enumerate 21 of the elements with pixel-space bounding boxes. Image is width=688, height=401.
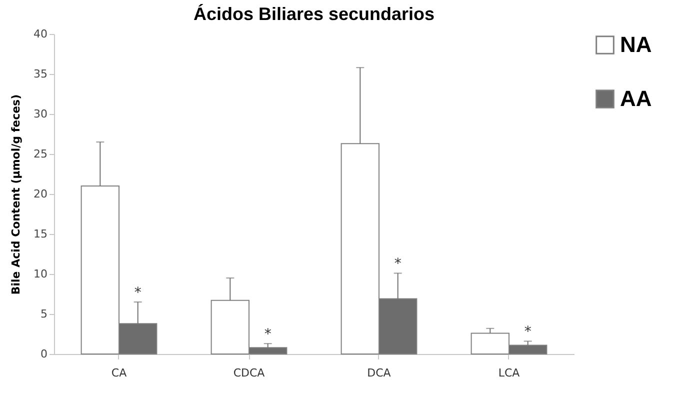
annotation: * xyxy=(264,326,272,343)
y-tick-label: 35 xyxy=(34,68,48,80)
x-tick-label: CA xyxy=(111,366,128,380)
y-tick-label: 30 xyxy=(34,108,48,120)
annotation: * xyxy=(394,256,402,272)
y-tick-label: 20 xyxy=(34,188,48,200)
chart-title: Ácidos Biliares secundarios xyxy=(193,4,435,24)
y-tick-label: 25 xyxy=(34,148,48,160)
y-axis-title: Bile Acid Content (µmol/g feces) xyxy=(10,94,23,295)
y-tick-label: 5 xyxy=(40,308,48,320)
y-tick-label: 40 xyxy=(34,28,48,40)
legend-label: NA xyxy=(620,32,652,57)
x-tick-label: DCA xyxy=(367,366,392,380)
annotation: * xyxy=(134,285,142,301)
x-tick-label: CDCA xyxy=(233,366,266,380)
y-tick-label: 10 xyxy=(34,268,48,280)
annotation: * xyxy=(524,324,532,340)
x-tick-label: LCA xyxy=(498,366,520,380)
y-tick-label: 15 xyxy=(34,228,48,240)
legend-label: AA xyxy=(620,86,652,111)
y-tick-label: 0 xyxy=(40,348,48,360)
